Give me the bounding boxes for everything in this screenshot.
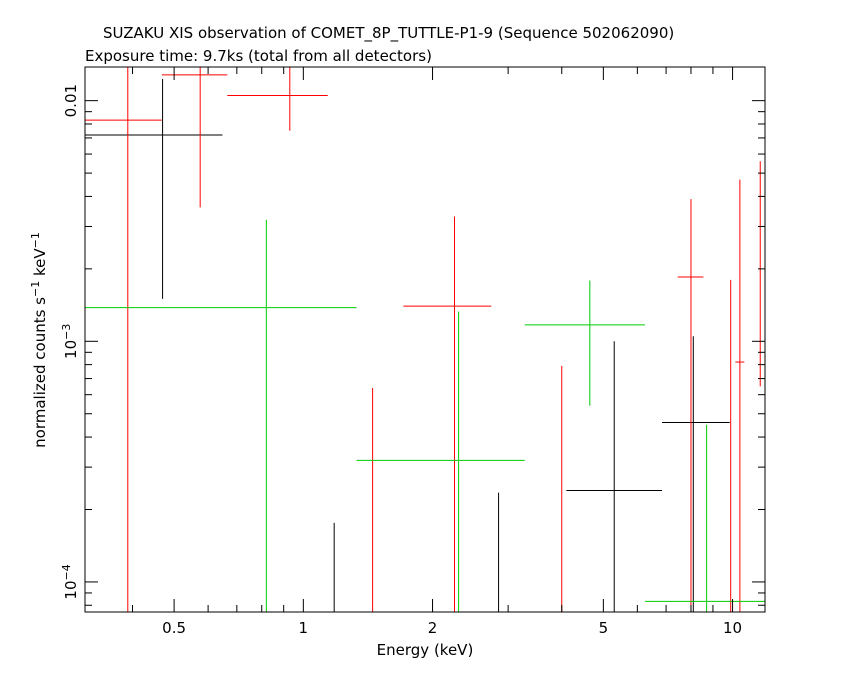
series-2 [85, 219, 765, 612]
series-1 [85, 67, 761, 612]
plot-frame [84, 66, 766, 613]
data-point [227, 67, 328, 131]
x-tick-label: 10 [723, 619, 742, 637]
data-point [662, 336, 730, 612]
data-point [161, 67, 228, 208]
y-axis-label: normalized counts s−1 keV−1 [29, 232, 49, 448]
data-point [735, 179, 745, 612]
data-point [644, 424, 765, 612]
axis-ticks: 0.5 1 2 5 10 10−4 10−3 0.01 [60, 67, 765, 637]
series-0 [85, 79, 730, 612]
data-point [85, 219, 357, 612]
x-tick-label: 1 [299, 619, 309, 637]
data-point [677, 199, 704, 612]
y-tick-label: 0.01 [62, 84, 80, 117]
data-point [403, 216, 492, 612]
chart-title: SUZAKU XIS observation of COMET_8P_TUTTL… [103, 24, 674, 43]
x-tick-label: 5 [599, 619, 609, 637]
x-tick-label: 2 [428, 619, 438, 637]
y-tick-label: 10−4 [60, 564, 80, 599]
data-point [356, 311, 525, 612]
x-axis-label: Energy (keV) [377, 641, 474, 659]
data-point [566, 341, 663, 612]
data-point [524, 280, 645, 406]
chart-subtitle: Exposure time: 9.7ks (total from all det… [85, 47, 432, 65]
data-point [85, 67, 162, 612]
data-point [85, 79, 223, 299]
x-tick-label: 0.5 [162, 619, 186, 637]
y-tick-label: 10−3 [60, 324, 80, 359]
data-series-layer [85, 67, 765, 612]
